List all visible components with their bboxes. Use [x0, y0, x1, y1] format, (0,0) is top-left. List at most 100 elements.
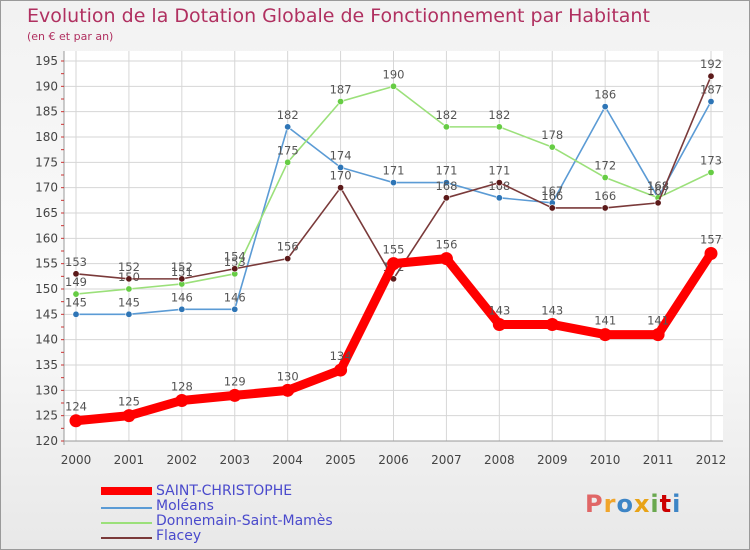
data-point-3-2: [175, 393, 189, 407]
data-label-1-7: 182: [435, 108, 457, 122]
data-point-2-2: [178, 275, 186, 283]
data-point-0-4: [284, 123, 292, 131]
data-point-3-3: [228, 388, 242, 402]
data-label-0-1: 145: [118, 295, 140, 309]
data-point-1-6: [389, 82, 397, 90]
y-tick-label-7: 155: [35, 257, 58, 271]
data-point-2-11: [654, 199, 662, 207]
data-point-3-4: [281, 383, 295, 397]
y-tick-label-2: 130: [35, 383, 58, 397]
x-tick-label-5: 2005: [325, 453, 356, 467]
data-label-3-6: 155: [383, 243, 405, 257]
data-label-1-10: 172: [594, 159, 616, 173]
data-label-0-3: 146: [224, 290, 246, 304]
legend-swatch-3: [101, 537, 152, 539]
data-label-2-7: 168: [435, 179, 457, 193]
y-tick-label-10: 170: [35, 181, 58, 195]
data-label-2-9: 166: [541, 189, 563, 203]
x-tick-label-6: 2006: [378, 453, 409, 467]
data-point-1-7: [442, 123, 450, 131]
data-label-0-2: 146: [171, 290, 193, 304]
x-tick-label-11: 2011: [643, 453, 674, 467]
data-label-3-7: 156: [435, 238, 457, 252]
data-label-2-10: 166: [594, 189, 616, 203]
data-label-0-10: 186: [594, 88, 616, 102]
y-tick-label-14: 190: [35, 79, 58, 93]
data-label-3-4: 130: [277, 369, 299, 383]
y-tick-label-4: 140: [35, 333, 58, 347]
data-label-2-4: 156: [277, 240, 299, 254]
data-label-1-5: 187: [330, 83, 352, 97]
data-label-0-9: 167: [541, 184, 563, 198]
x-tick-label-8: 2008: [484, 453, 515, 467]
data-label-1-4: 175: [277, 143, 299, 157]
logo-letter: i: [672, 490, 682, 518]
y-tick-label-11: 175: [35, 155, 58, 169]
data-point-3-9: [545, 317, 559, 331]
data-point-1-5: [337, 98, 345, 106]
data-point-2-8: [495, 179, 503, 187]
data-point-2-1: [125, 275, 133, 283]
data-label-2-2: 152: [171, 260, 193, 274]
data-label-0-12: 187: [700, 83, 722, 97]
logo-letter: t: [659, 490, 673, 518]
data-point-3-10: [598, 328, 612, 342]
data-point-3-1: [122, 409, 136, 423]
data-point-1-9: [548, 143, 556, 151]
data-point-1-10: [601, 174, 609, 182]
data-point-3-5: [334, 363, 348, 377]
legend-label-0: SAINT-CHRISTOPHE: [156, 483, 293, 499]
legend-label-2: Donnemain-Saint-Mamès: [156, 513, 333, 529]
logo-letter: r: [603, 490, 617, 518]
chart-subtitle: (en € et par an): [27, 30, 114, 43]
data-point-1-0: [72, 290, 80, 298]
logo-letter: P: [585, 490, 604, 518]
data-point-0-6: [389, 179, 397, 187]
y-tick-label-13: 185: [35, 105, 58, 119]
data-point-0-5: [337, 163, 345, 171]
data-label-2-11: 167: [647, 184, 669, 198]
data-point-3-6: [387, 257, 400, 271]
data-label-1-3: 153: [224, 255, 246, 269]
x-tick-label-7: 2007: [431, 453, 462, 467]
data-label-3-9: 143: [541, 303, 563, 317]
data-point-0-3: [231, 305, 239, 313]
data-point-2-5: [337, 184, 345, 192]
x-tick-label-9: 2009: [537, 453, 568, 467]
logo-letter: i: [650, 490, 660, 518]
y-tick-label-8: 160: [35, 231, 58, 245]
data-label-2-0: 153: [65, 255, 87, 269]
data-label-2-12: 192: [700, 57, 722, 71]
data-label-2-8: 171: [488, 164, 510, 178]
data-label-3-2: 128: [171, 379, 193, 393]
data-label-0-6: 171: [383, 164, 405, 178]
data-label-3-12: 157: [700, 233, 722, 247]
data-point-3-12: [704, 247, 718, 261]
data-label-1-0: 149: [65, 275, 87, 289]
data-label-0-0: 145: [65, 295, 87, 309]
data-point-2-7: [442, 194, 450, 202]
data-label-1-2: 151: [171, 265, 193, 279]
y-tick-label-6: 150: [35, 282, 58, 296]
data-point-3-11: [651, 328, 665, 342]
logo-letter: o: [616, 490, 634, 518]
y-tick-label-5: 145: [35, 307, 58, 321]
x-tick-label-4: 2004: [272, 453, 303, 467]
data-point-2-3: [231, 265, 239, 273]
data-label-0-4: 182: [277, 108, 299, 122]
data-label-0-5: 174: [330, 148, 352, 162]
data-point-2-9: [548, 204, 556, 212]
data-point-3-7: [439, 252, 453, 266]
data-label-0-7: 171: [435, 164, 457, 178]
data-point-2-0: [72, 270, 80, 278]
legend-label-3: Flacey: [156, 528, 202, 544]
data-point-1-4: [284, 158, 292, 166]
x-tick-label-12: 2012: [696, 453, 727, 467]
data-point-0-7: [442, 179, 450, 187]
legend-label-1: Moléans: [156, 498, 214, 514]
data-label-3-1: 125: [118, 395, 140, 409]
y-tick-label-3: 135: [35, 358, 58, 372]
data-point-1-8: [495, 123, 503, 131]
